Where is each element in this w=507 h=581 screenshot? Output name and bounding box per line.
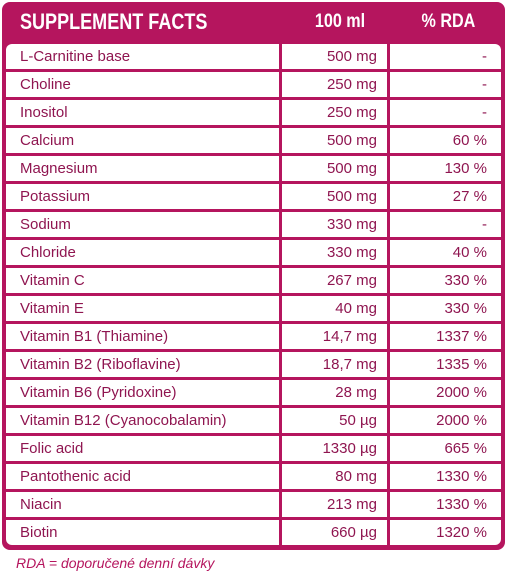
nutrient-rda: 2000 % [390,379,501,405]
nutrient-rda: - [390,211,501,237]
table-row: Chloride 330 mg 40 % [6,238,505,266]
table-row: Inositol 250 mg - [6,98,505,126]
supplement-facts-table: SUPPLEMENT FACTS 100 ml % RDA L-Carnitin… [2,2,505,550]
nutrient-amount: 660 µg [282,519,387,545]
table-row: Niacin 213 mg 1330 % [6,490,505,518]
table-row: Sodium 330 mg - [6,210,505,238]
nutrient-name: Pantothenic acid [6,463,279,489]
nutrient-name: Niacin [6,491,279,517]
table-row: Calcium 500 mg 60 % [6,126,505,154]
table-row: Vitamin C 267 mg 330 % [6,266,505,294]
nutrient-amount: 500 mg [282,43,387,69]
nutrient-amount: 267 mg [282,267,387,293]
nutrient-rda: 330 % [390,267,501,293]
table-row: Vitamin B12 (Cyanocobalamin) 50 µg 2000 % [6,406,505,434]
nutrient-name: L-Carnitine base [6,43,279,69]
nutrient-rda: - [390,99,501,125]
nutrient-amount: 18,7 mg [282,351,387,377]
nutrient-amount: 250 mg [282,71,387,97]
table-row: Vitamin B1 (Thiamine) 14,7 mg 1337 % [6,322,505,350]
nutrient-name: Biotin [6,519,279,545]
header-supplement-facts: SUPPLEMENT FACTS [20,9,208,34]
nutrient-amount: 330 mg [282,211,387,237]
nutrient-rda: 60 % [390,127,501,153]
nutrient-name: Chloride [6,239,279,265]
nutrient-rda: 2000 % [390,407,501,433]
nutrient-rda: 1330 % [390,463,501,489]
nutrient-name: Magnesium [6,155,279,181]
nutrient-name: Inositol [6,99,279,125]
nutrient-rda: - [390,71,501,97]
nutrient-rda: 130 % [390,155,501,181]
nutrient-rda: - [390,43,501,69]
nutrient-name: Calcium [6,127,279,153]
table-row: Vitamin B6 (Pyridoxine) 28 mg 2000 % [6,378,505,406]
table-row: Magnesium 500 mg 130 % [6,154,505,182]
nutrient-name: Vitamin E [6,295,279,321]
table-row: Folic acid 1330 µg 665 % [6,434,505,462]
nutrient-name: Vitamin B1 (Thiamine) [6,323,279,349]
nutrient-name: Vitamin B2 (Riboflavine) [6,351,279,377]
nutrient-amount: 500 mg [282,183,387,209]
nutrient-rda: 27 % [390,183,501,209]
nutrient-rda: 330 % [390,295,501,321]
nutrient-rda: 665 % [390,435,501,461]
table-row: L-Carnitine base 500 mg - [6,42,505,70]
nutrient-rda: 1337 % [390,323,501,349]
nutrient-amount: 50 µg [282,407,387,433]
nutrient-name: Folic acid [6,435,279,461]
nutrient-rda: 1335 % [390,351,501,377]
header-amount: 100 ml [314,11,365,32]
nutrient-amount: 330 mg [282,239,387,265]
table-row: Vitamin B2 (Riboflavine) 18,7 mg 1335 % [6,350,505,378]
nutrient-name: Choline [6,71,279,97]
nutrient-amount: 1330 µg [282,435,387,461]
rda-footnote: RDA = doporučené denní dávky [16,555,215,571]
table-row: Pantothenic acid 80 mg 1330 % [6,462,505,490]
table-row: Choline 250 mg - [6,70,505,98]
nutrient-amount: 40 mg [282,295,387,321]
nutrient-amount: 80 mg [282,463,387,489]
nutrient-rda: 40 % [390,239,501,265]
table-body: L-Carnitine base 500 mg - Choline 250 mg - Ino… [6,42,505,546]
header-rda: % RDA [421,11,475,32]
nutrient-amount: 500 mg [282,127,387,153]
nutrient-rda: 1330 % [390,491,501,517]
nutrient-amount: 250 mg [282,99,387,125]
table-row: Biotin 660 µg 1320 % [6,518,505,546]
nutrient-amount: 14,7 mg [282,323,387,349]
nutrient-name: Potassium [6,183,279,209]
nutrient-name: Sodium [6,211,279,237]
nutrient-amount: 500 mg [282,155,387,181]
table-row: Potassium 500 mg 27 % [6,182,505,210]
nutrient-name: Vitamin C [6,267,279,293]
nutrient-amount: 213 mg [282,491,387,517]
nutrient-rda: 1320 % [390,519,501,545]
nutrient-name: Vitamin B6 (Pyridoxine) [6,379,279,405]
nutrient-amount: 28 mg [282,379,387,405]
table-row: Vitamin E 40 mg 330 % [6,294,505,322]
nutrient-name: Vitamin B12 (Cyanocobalamin) [6,407,279,433]
table-header: SUPPLEMENT FACTS 100 ml % RDA [2,2,505,42]
